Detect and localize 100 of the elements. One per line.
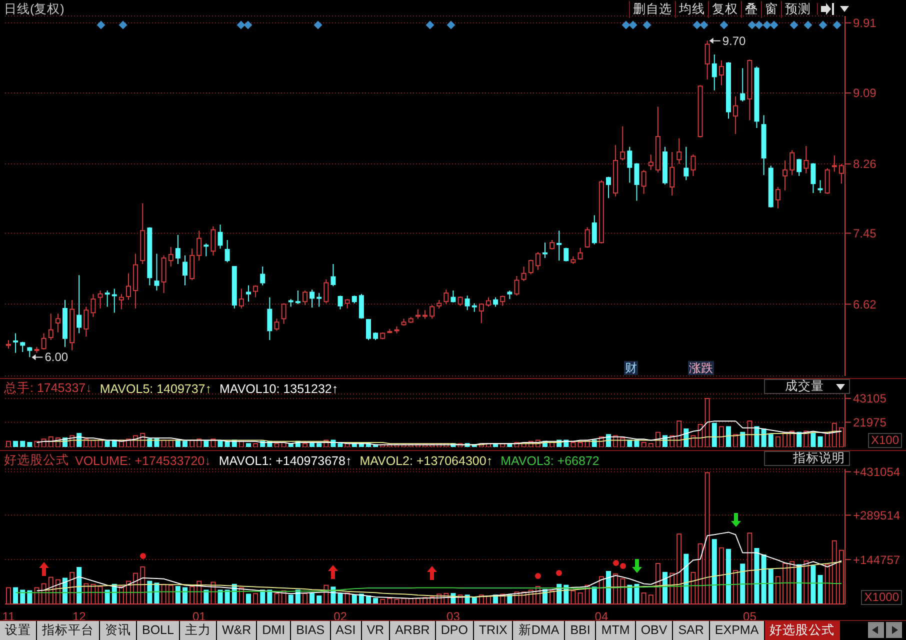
bar	[634, 584, 640, 604]
candlestick	[733, 96, 738, 135]
candlestick	[330, 263, 336, 287]
bar	[218, 440, 223, 447]
candlestick	[810, 162, 816, 194]
bar	[104, 590, 110, 604]
candlestick	[478, 302, 484, 324]
bar	[302, 443, 308, 447]
text: BOLL	[137, 621, 179, 640]
bar	[274, 443, 280, 447]
annotation: 9.70	[722, 34, 746, 48]
bar	[810, 432, 816, 447]
bar	[592, 586, 597, 604]
candlestick	[584, 226, 590, 248]
candlestick	[48, 313, 54, 341]
bar	[154, 582, 160, 604]
text: MAVOL2: +137064300↑	[360, 454, 493, 468]
bar	[740, 432, 746, 447]
candlestick	[556, 230, 562, 262]
bar	[726, 426, 731, 447]
bar	[796, 432, 802, 447]
bar	[246, 594, 251, 604]
text: BBI	[565, 621, 596, 640]
candlestick	[126, 272, 131, 300]
candlestick	[281, 302, 286, 324]
candlestick	[676, 138, 682, 164]
candlestick	[690, 154, 696, 176]
bar	[761, 554, 766, 604]
y-tick-label: +289514	[853, 508, 900, 522]
candlestick	[366, 319, 371, 341]
bar	[712, 422, 717, 447]
candlestick	[804, 145, 809, 174]
bar	[20, 440, 26, 447]
bar	[740, 564, 746, 604]
candlestick	[782, 160, 788, 191]
candlestick	[358, 293, 364, 320]
bar	[175, 440, 180, 447]
bar	[733, 434, 738, 447]
bar	[20, 590, 26, 604]
text: 成交量	[785, 379, 824, 394]
bar	[818, 574, 823, 604]
candlestick	[84, 306, 89, 338]
text: 指标平台	[37, 621, 99, 640]
bar	[338, 443, 343, 447]
text: ASI	[330, 621, 361, 640]
text: 均线	[675, 0, 708, 18]
bar	[796, 564, 802, 604]
candlestick	[324, 278, 329, 304]
candlestick	[112, 288, 117, 314]
bar	[570, 442, 576, 447]
text: EXPMA	[710, 621, 764, 640]
text: SAR	[673, 621, 709, 640]
candlestick	[620, 126, 626, 162]
candlestick	[444, 289, 449, 305]
y-tick-label: 21975	[853, 415, 887, 430]
text: VOLUME: +174533720↓	[75, 454, 211, 468]
chart-title: 好选股公式	[4, 452, 69, 469]
bar	[182, 440, 188, 447]
y-tick-label: 9.91	[853, 16, 877, 30]
y-axis-title: X1000	[861, 590, 902, 605]
text: BIAS	[291, 621, 330, 640]
candlestick	[76, 274, 82, 334]
candlestick	[13, 332, 18, 354]
text: 删自选	[629, 0, 675, 18]
bar	[104, 440, 110, 447]
candlestick	[670, 151, 675, 196]
text: MAVOL10: 1351232↑	[220, 382, 338, 396]
bar	[684, 554, 689, 604]
candlestick	[832, 154, 837, 172]
bar	[768, 434, 774, 447]
bar	[818, 436, 823, 447]
text: MAVOL1: +140973678↑	[218, 454, 352, 468]
y-tick-label: 43105	[853, 392, 887, 406]
text: TRIX	[474, 621, 512, 640]
bar	[810, 565, 816, 604]
y-tick-label: +144757	[853, 552, 900, 567]
candlestick	[775, 186, 780, 209]
bar	[768, 568, 774, 604]
candlestick	[796, 158, 802, 176]
bar	[627, 440, 632, 447]
text: 窗	[761, 0, 781, 18]
annotation: 6.00	[44, 350, 68, 364]
bar	[175, 586, 180, 604]
bar	[754, 548, 760, 604]
candlestick	[27, 346, 32, 358]
candlestick	[338, 295, 343, 310]
candlestick	[55, 313, 60, 333]
bar	[761, 428, 766, 447]
bar	[578, 442, 583, 447]
candlestick	[486, 296, 491, 308]
text: 新DMA	[513, 621, 564, 640]
bar	[704, 398, 710, 447]
bar	[246, 443, 251, 447]
bar	[754, 426, 760, 447]
text: MTM	[596, 621, 635, 640]
candlestick	[415, 308, 420, 320]
candlestick	[344, 298, 350, 309]
bar	[316, 596, 322, 604]
bar	[676, 420, 682, 447]
bar	[90, 440, 96, 447]
